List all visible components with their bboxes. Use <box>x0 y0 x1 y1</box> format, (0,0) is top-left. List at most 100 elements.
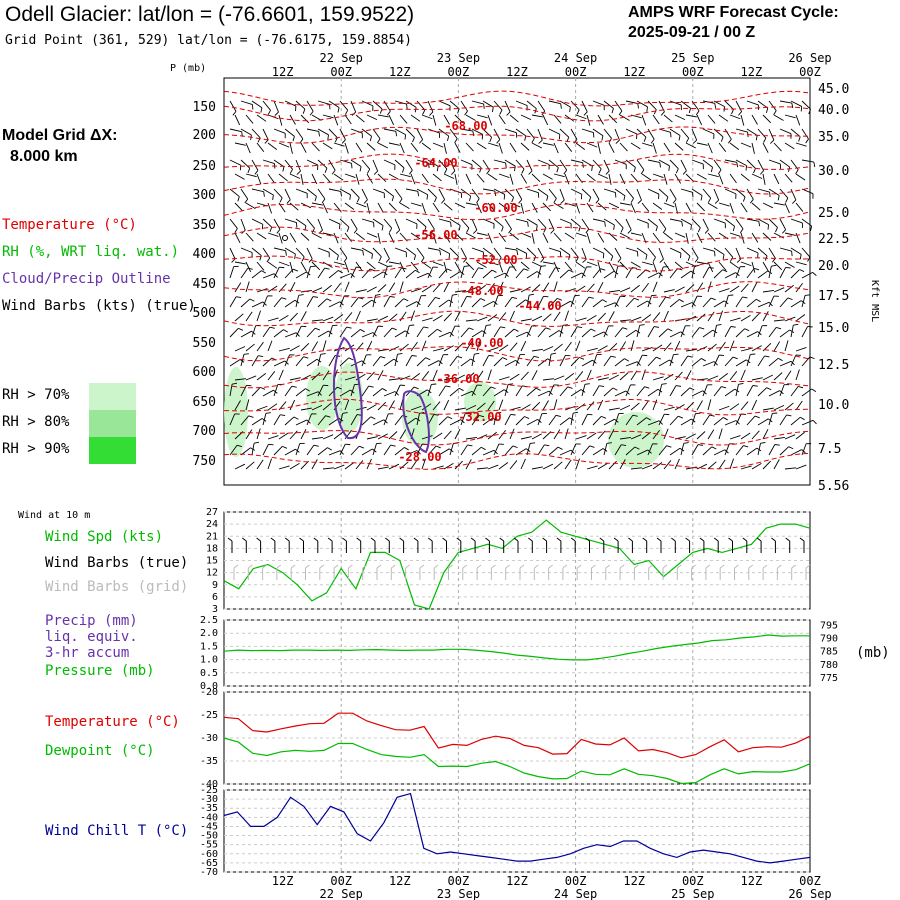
cs-wind-barb <box>680 325 686 338</box>
cs-wind-barb-flag <box>791 251 793 257</box>
cs-wind-barb-flag <box>687 355 693 358</box>
surface-wind-barb-true-flag <box>356 537 362 542</box>
cs-wind-barb <box>531 315 543 322</box>
cs-wind-barb <box>702 446 713 456</box>
cs-wind-barb <box>289 430 298 440</box>
cs-wind-barb <box>300 311 307 322</box>
cs-wind-barb <box>751 377 763 381</box>
surface-wind-barb-grid-flag <box>691 564 696 569</box>
cs-wind-barb <box>509 114 519 123</box>
cs-wind-barb-flag <box>795 169 799 175</box>
legend-rh80-label: RH > 80% <box>2 414 70 430</box>
cs-wind-barb <box>482 300 494 308</box>
cs-wind-barb <box>746 354 751 367</box>
cs-wind-barb <box>295 159 301 172</box>
height-tick-label: 17.5 <box>818 289 849 304</box>
cs-wind-barb <box>636 300 648 308</box>
cs-wind-barb-flag <box>617 265 623 267</box>
cs-wind-barb <box>619 459 626 470</box>
cs-wind-barb-flag <box>722 254 725 260</box>
cs-wind-barb <box>597 142 601 154</box>
cs-wind-barb <box>273 384 279 397</box>
cs-wind-barb <box>570 188 582 195</box>
cs-wind-barb <box>652 173 664 179</box>
cs-wind-barb <box>575 340 581 352</box>
cs-wind-barb <box>339 218 350 228</box>
cs-wind-barb <box>619 202 631 206</box>
cs-wind-barb <box>718 459 726 470</box>
cs-wind-barb <box>779 267 787 279</box>
cs-wind-barb <box>394 298 404 308</box>
cs-wind-barb <box>317 447 328 456</box>
cs-wind-barb <box>339 247 348 259</box>
cs-wind-barb <box>537 218 547 229</box>
cs-wind-barb <box>526 356 535 367</box>
surface-wind-barb-true-flag <box>713 537 719 542</box>
cs-wind-barb <box>619 114 630 121</box>
cs-wind-barb <box>504 218 512 230</box>
cs-wind-barb <box>399 343 409 352</box>
cs-wind-barb <box>421 435 433 440</box>
cs-wind-barb <box>669 100 682 106</box>
cs-wind-barb <box>553 202 564 210</box>
legend-rh90-label: RH > 90% <box>2 441 70 457</box>
cs-wind-barb <box>636 325 641 338</box>
isotherm-label: -60.00 <box>474 201 517 215</box>
cs-wind-barb <box>542 313 552 322</box>
cs-wind-barb <box>476 142 487 150</box>
cs-wind-barb <box>619 232 630 239</box>
cs-wind-barb <box>394 128 406 136</box>
cs-wind-barb <box>707 232 716 242</box>
cs-wind-barb-flag <box>591 165 593 172</box>
cs-wind-barb-flag <box>531 138 535 143</box>
cs-wind-barb <box>597 261 602 273</box>
cs-wind-barb <box>306 266 311 279</box>
cs-wind-barb <box>773 372 783 381</box>
temp-label: Temperature (°C) <box>45 714 180 730</box>
cs-wind-barb-flag <box>760 442 766 444</box>
cs-wind-barb <box>564 373 575 381</box>
bottom-tick-label: 12Z <box>506 874 528 888</box>
cs-wind-barb-flag <box>435 296 441 300</box>
cs-wind-barb <box>405 301 417 308</box>
cs-wind-barb <box>289 173 301 179</box>
cs-wind-barb-flag <box>743 445 749 448</box>
cs-wind-barb <box>449 325 456 338</box>
cs-wind-barb <box>564 142 573 152</box>
cs-wind-barb <box>460 218 470 229</box>
cs-wind-barb <box>768 218 778 228</box>
cs-wind-barb-flag <box>530 442 536 444</box>
cs-wind-barb-flag <box>613 224 615 231</box>
cs-wind-barb <box>553 142 559 154</box>
surface-wind-barb-grid-flag <box>591 564 596 569</box>
cs-wind-barb <box>581 159 593 167</box>
cs-wind-barb <box>636 128 647 138</box>
cs-wind-barb-flag <box>236 444 243 448</box>
cs-wind-barb <box>724 443 730 456</box>
cs-wind-barb <box>564 310 570 322</box>
cs-wind-barb <box>762 261 769 272</box>
isotherm-label: -52.00 <box>474 253 517 267</box>
cs-wind-barb <box>586 314 597 322</box>
cs-wind-barb-flag <box>602 299 607 303</box>
cs-wind-barb-flag <box>272 194 274 201</box>
pressure-tick-label: 780 <box>820 660 838 671</box>
cs-wind-barb-flag <box>398 198 403 204</box>
cs-wind-barb <box>707 311 715 322</box>
cs-wind-barb <box>647 100 657 110</box>
cs-wind-barb <box>295 188 308 194</box>
cs-wind-barb <box>432 401 441 411</box>
cs-wind-barb <box>262 389 274 397</box>
cs-wind-barb-flag <box>231 258 236 263</box>
cs-wind-barb <box>262 273 275 279</box>
cs-wind-barb <box>696 400 703 411</box>
bottom-date-label: 25 Sep <box>671 887 714 900</box>
height-tick-label: 5.56 <box>818 479 849 494</box>
cs-wind-barb <box>762 142 769 153</box>
cs-wind-barb <box>696 202 705 212</box>
surface-wind-barb-true-flag <box>242 537 247 542</box>
cs-wind-barb <box>581 445 591 456</box>
cs-wind-barb-flag <box>799 254 802 260</box>
cs-wind-barb <box>515 331 528 338</box>
cs-wind-barb <box>273 247 286 252</box>
